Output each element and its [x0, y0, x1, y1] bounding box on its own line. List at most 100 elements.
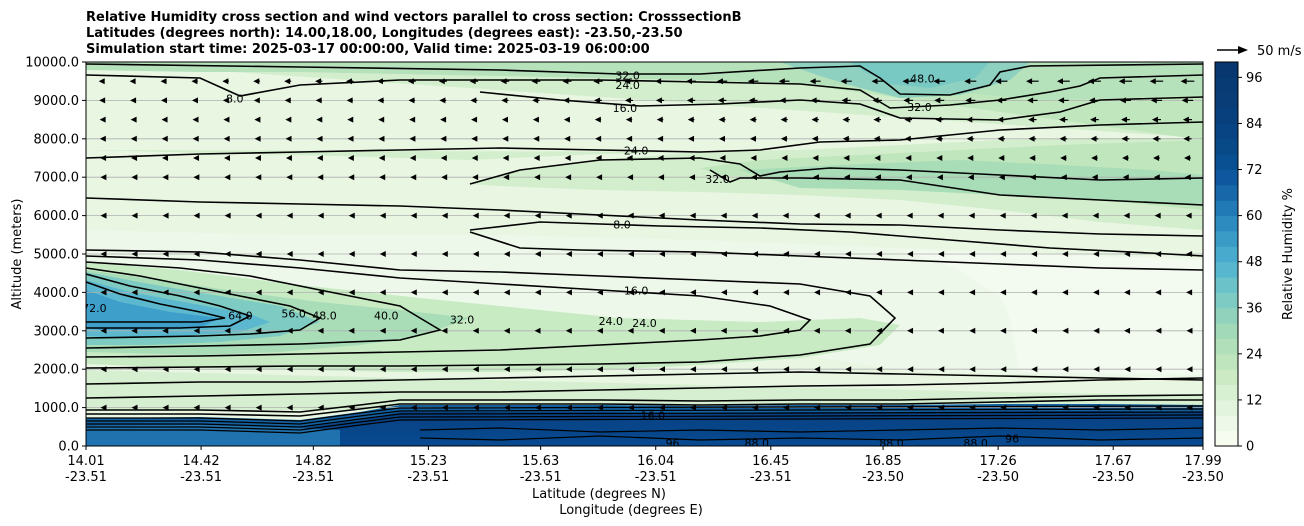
wind-vector	[470, 97, 478, 104]
wind-vector	[441, 289, 448, 296]
wind-vector	[317, 327, 324, 334]
wind-vector	[938, 404, 945, 411]
x-tick-label-lon: -23.51	[750, 470, 792, 485]
x-tick-label-lat: 14.42	[182, 454, 219, 469]
wind-vector	[1029, 155, 1036, 161]
wind-vector	[1186, 289, 1193, 296]
wind-vector	[688, 155, 695, 161]
wind-vector	[1182, 116, 1193, 123]
wind-vector	[935, 116, 944, 123]
colorbar-segment	[1215, 277, 1238, 293]
colorbar-tick-label: 96	[1246, 71, 1263, 86]
wind-vector	[716, 78, 728, 85]
wind-vector	[1153, 174, 1160, 181]
wind-vector	[721, 404, 728, 411]
wind-vector	[317, 174, 324, 181]
wind-vector	[969, 366, 976, 373]
wind-vector	[255, 174, 262, 181]
colorbar-segment	[1215, 215, 1238, 232]
wind-vector	[874, 155, 881, 161]
wind-vector	[286, 174, 293, 181]
colorbar-tick-label: 72	[1246, 163, 1263, 178]
wind-vector	[1000, 289, 1007, 296]
contour-line-moist-6	[86, 281, 226, 323]
wind-vector	[720, 212, 727, 219]
wind-vector	[810, 97, 820, 104]
wind-vector	[1059, 135, 1068, 142]
wind-vector	[907, 366, 914, 373]
y-axis-label: Altitude (meters)	[10, 199, 25, 310]
wind-vector	[1060, 174, 1067, 181]
wind-vector	[347, 155, 354, 161]
wind-vector	[223, 155, 230, 161]
wind-vector	[967, 174, 974, 181]
colorbar-segment	[1215, 307, 1238, 324]
wind-vector	[193, 289, 200, 296]
wind-vector	[781, 155, 788, 161]
wind-vector	[1062, 289, 1069, 296]
wind-vector	[1028, 116, 1037, 123]
wind-vector	[131, 327, 138, 334]
wind-vector	[936, 174, 943, 181]
wind-vector	[688, 135, 695, 142]
wind-vector	[627, 327, 634, 334]
wind-vector	[377, 97, 384, 104]
x-tick-label-lon: -23.51	[65, 470, 107, 485]
wind-vector	[1186, 251, 1193, 257]
wind-vector	[563, 97, 571, 104]
wind-vector	[440, 155, 447, 161]
wind-vector	[131, 289, 138, 296]
wind-vector	[967, 155, 974, 161]
wind-vector	[438, 78, 447, 85]
wind-vector	[1091, 174, 1098, 181]
contour-line-mid-dry-1	[86, 197, 1203, 237]
wind-vector	[782, 212, 789, 219]
wind-vector	[872, 97, 882, 104]
wind-vector	[813, 327, 820, 334]
wind-vector	[100, 327, 107, 334]
wind-vector	[162, 327, 169, 334]
wind-vector	[907, 404, 914, 411]
wind-vector	[657, 135, 664, 142]
colorbar-segment	[1215, 200, 1238, 217]
wind-vector	[131, 251, 138, 257]
wind-vector	[844, 327, 851, 334]
y-tick-label: 6000.0	[34, 209, 80, 224]
wind-vector	[876, 404, 883, 411]
wind-vector	[626, 155, 633, 161]
wind-vector	[471, 116, 478, 123]
wind-vector	[224, 404, 231, 411]
wind-vector	[410, 366, 417, 373]
wind-vector	[1093, 289, 1100, 296]
wind-vector	[255, 366, 262, 373]
wind-vector	[752, 289, 759, 296]
wind-vector	[1181, 97, 1194, 104]
wind-vector	[907, 327, 914, 334]
wind-vector	[1152, 135, 1161, 142]
wind-vector	[873, 135, 881, 142]
wind-vector	[441, 366, 448, 373]
wind-vector	[1121, 135, 1130, 142]
title-line-3: Simulation start time: 2025-03-17 00:00:…	[86, 42, 650, 57]
contour-label: 64.0	[228, 309, 253, 322]
wind-vector	[843, 174, 850, 181]
wind-vector	[562, 78, 572, 85]
surface-band-line-1	[86, 405, 1203, 422]
wind-vector	[1062, 327, 1069, 334]
wind-vector	[596, 251, 603, 257]
colorbar-tick-label: 60	[1246, 209, 1263, 224]
wind-vector	[995, 78, 1008, 85]
colorbar-segment	[1215, 169, 1238, 186]
quiver-key: 50 m/s	[1217, 44, 1302, 59]
wind-vector	[378, 155, 385, 161]
wind-vector	[379, 327, 386, 334]
wind-vector	[317, 289, 324, 296]
wind-vector	[100, 251, 107, 257]
contour-label: 72.0	[82, 302, 107, 315]
x-tick-label-lon: -23.51	[407, 470, 449, 485]
wind-vector	[594, 97, 602, 104]
wind-vector	[408, 97, 416, 104]
wind-vector	[627, 251, 634, 257]
x-tick-label-lat: 16.04	[637, 454, 674, 469]
